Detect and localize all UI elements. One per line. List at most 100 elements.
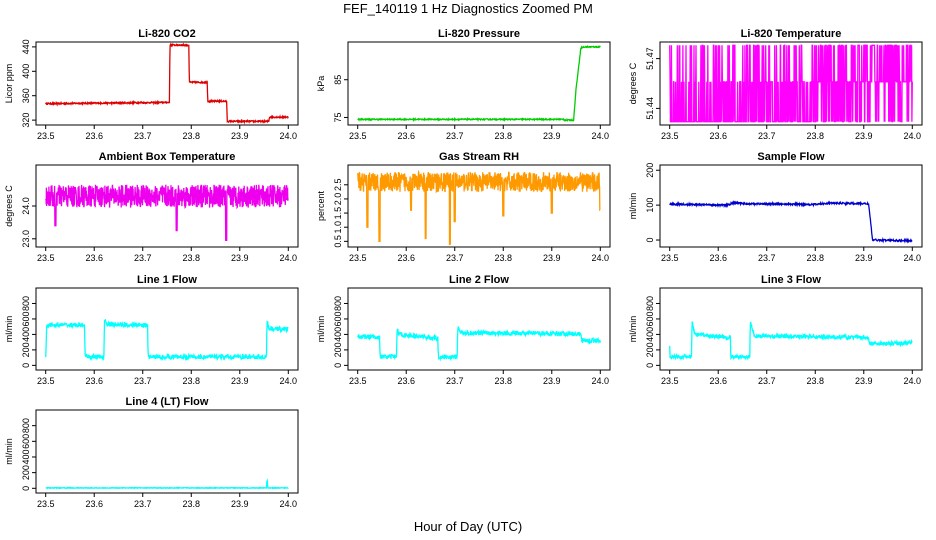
x-tick-label: 23.5 [37, 131, 55, 141]
chart-panel-4: Ambient Box Temperature 23.5 23.6 23.7 23.8 2… [4, 151, 299, 263]
x-tick-label: 23.5 [661, 131, 679, 141]
x-tick-label: 23.7 [134, 131, 152, 141]
y-tick-label: 800 [21, 418, 31, 433]
x-tick-label: 23.9 [231, 376, 249, 386]
y-axis-label: Licor ppm [4, 64, 14, 104]
x-tick-label: 23.6 [85, 253, 103, 263]
x-tick-label: 23.7 [134, 253, 152, 263]
x-tick-label: 23.5 [37, 499, 55, 509]
y-axis-label: ml/min [4, 438, 14, 465]
x-tick-label: 23.6 [709, 253, 727, 263]
x-tick-label: 23.8 [494, 376, 512, 386]
chart-panel-8: Line 2 Flow 23.5 23.6 23.7 23.8 23.9 24.0 0 2004… [316, 274, 611, 386]
y-tick-label: 2.5 [333, 179, 343, 192]
x-tick-label: 24.0 [592, 376, 610, 386]
x-tick-label: 24.0 [592, 253, 610, 263]
y-tick-label: 0.5 [333, 235, 343, 248]
x-tick-label: 23.7 [758, 253, 776, 263]
x-tick-label: 23.5 [349, 253, 367, 263]
y-axis-label: ml/min [628, 193, 638, 220]
x-tick-label: 24.0 [904, 376, 922, 386]
y-axis-label: ml/min [316, 316, 326, 343]
y-tick-label: 85 [333, 75, 343, 85]
y-tick-label: 400 [21, 449, 31, 464]
x-tick-label: 24.0 [280, 376, 298, 386]
y-tick-label: 440 [21, 39, 31, 54]
x-tick-label: 23.9 [855, 253, 873, 263]
series-line [357, 44, 601, 123]
x-tick-label: 23.5 [661, 253, 679, 263]
series-line [45, 42, 289, 125]
x-tick-label: 24.0 [904, 253, 922, 263]
y-tick-label: 1.0 [333, 221, 343, 234]
x-tick-label: 23.7 [446, 131, 464, 141]
x-tick-label: 23.9 [231, 499, 249, 509]
series-line [669, 199, 913, 244]
y-tick-label: 51.44 [645, 97, 655, 120]
x-tick-label: 23.8 [182, 376, 200, 386]
plot-frame [35, 41, 299, 126]
y-tick-label: 800 [645, 296, 655, 311]
y-tick-label: 400 [645, 327, 655, 342]
x-tick-label: 24.0 [280, 131, 298, 141]
y-tick-label: 200 [21, 342, 31, 357]
x-tick-label: 23.8 [806, 253, 824, 263]
x-tick-label: 23.8 [182, 253, 200, 263]
chart-panel-1: Li-820 CO2 23.5 23.6 23.7 23.8 23.9 24.0 320 360… [4, 28, 299, 141]
x-tick-label: 23.5 [349, 131, 367, 141]
y-tick-label: 0 [645, 238, 655, 243]
x-tick-label: 23.6 [709, 131, 727, 141]
panel-title: Line 3 Flow [761, 274, 821, 286]
x-tick-label: 24.0 [280, 499, 298, 509]
y-tick-label: 200 [21, 465, 31, 480]
y-axis-label: ml/min [4, 316, 14, 343]
series-line [45, 319, 289, 362]
x-tick-label: 23.9 [231, 253, 249, 263]
x-tick-label: 23.6 [709, 376, 727, 386]
y-tick-label: 100 [645, 198, 655, 213]
x-tick-label: 23.9 [231, 131, 249, 141]
y-axis-label: percent [316, 190, 326, 221]
y-tick-label: 51.47 [645, 47, 655, 70]
x-tick-label: 23.7 [134, 376, 152, 386]
y-tick-label: 600 [333, 311, 343, 326]
x-tick-label: 23.7 [758, 131, 776, 141]
panel-title: Li-820 Temperature [741, 28, 842, 40]
panel-title: Line 2 Flow [449, 274, 509, 286]
x-tick-label: 23.5 [37, 376, 55, 386]
x-tick-label: 23.5 [661, 376, 679, 386]
panel-title: Line 1 Flow [137, 274, 197, 286]
y-tick-label: 400 [333, 327, 343, 342]
x-tick-label: 23.7 [446, 376, 464, 386]
y-tick-label: 1.5 [333, 207, 343, 220]
x-tick-label: 23.5 [37, 253, 55, 263]
y-tick-label: 200 [645, 342, 655, 357]
series-line [669, 321, 913, 361]
y-tick-label: 0 [21, 363, 31, 368]
y-tick-label: 0 [645, 363, 655, 368]
y-tick-label: 800 [333, 296, 343, 311]
panel-title: Line 4 (LT) Flow [126, 396, 209, 408]
y-tick-label: 400 [21, 327, 31, 342]
y-axis-label: ml/min [628, 316, 638, 343]
panel-title: Li-820 CO2 [138, 28, 195, 40]
plot-frame [659, 164, 923, 248]
x-tick-label: 23.8 [806, 376, 824, 386]
panel-title: Sample Flow [757, 151, 825, 163]
y-tick-label: 75 [333, 112, 343, 122]
figure-title: FEF_140119 1 Hz Diagnostics Zoomed PM [343, 1, 593, 16]
y-tick-label: 24.0 [21, 197, 31, 215]
y-tick-label: 600 [645, 311, 655, 326]
x-tick-label: 23.6 [397, 376, 415, 386]
x-tick-label: 23.8 [494, 131, 512, 141]
x-tick-label: 23.9 [543, 253, 561, 263]
chart-panel-6: Sample Flow 23.5 23.6 23.7 23.8 23.9 24.0 0 100 2… [628, 151, 923, 263]
plot-frame [347, 41, 611, 126]
panels: Li-820 CO2 23.5 23.6 23.7 23.8 23.9 24.0 320 360… [4, 28, 923, 509]
y-tick-label: 800 [21, 296, 31, 311]
x-tick-label: 23.8 [494, 253, 512, 263]
chart-panel-10: Line 4 (LT) Flow 23.5 23.6 23.7 23.8 23.9 24.0… [4, 396, 299, 509]
plot-frame [35, 287, 299, 371]
y-tick-label: 200 [333, 342, 343, 357]
y-tick-label: 360 [21, 88, 31, 103]
